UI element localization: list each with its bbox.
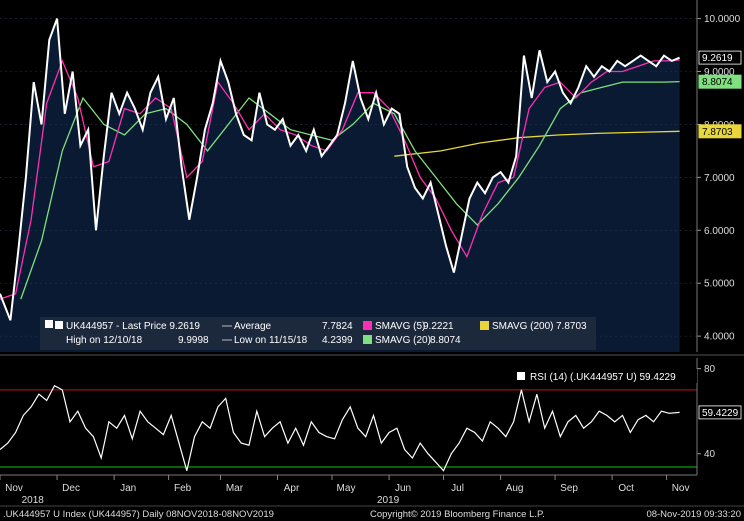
legend-low-value: 4.2399 (322, 335, 353, 346)
price-y-tick-3: 7.0000 (704, 173, 735, 184)
x-year-0: 2018 (22, 495, 45, 506)
price-y-tick-0: 4.0000 (704, 332, 735, 343)
smavg200-tag-text: 7.8703 (702, 127, 733, 138)
rsi-tag-text: 59.4229 (702, 408, 739, 419)
rsi-y-axis: 40 80 (697, 364, 716, 460)
smavg200-legend-swatch (480, 321, 489, 330)
price-gridlines (0, 18, 697, 337)
price-line (0, 18, 680, 321)
x-tick-1: Dec (62, 483, 80, 494)
price-y-tick-1: 5.0000 (704, 279, 735, 290)
x-tick-9: Aug (506, 483, 524, 494)
x-tick-0: Nov (5, 483, 23, 494)
footer-center: Copyright© 2019 Bloomberg Finance L.P. (370, 509, 545, 520)
smavg20-legend-swatch (363, 335, 372, 344)
price-legend-swatch-2 (55, 321, 63, 329)
price-y-tick-6: 10.0000 (704, 14, 741, 25)
x-tick-12: Nov (672, 483, 690, 494)
price-area-fill (0, 18, 680, 352)
smavg5-line (0, 59, 680, 300)
rsi-y-tick-0: 40 (704, 449, 716, 460)
legend-smavg5-value: 9.2221 (423, 321, 454, 332)
x-tick-3: Feb (174, 483, 192, 494)
smavg20-value-tag: 8.8074 (698, 74, 742, 89)
legend-box (40, 317, 596, 350)
rsi-tag-box (698, 405, 742, 420)
x-tick-10: Sep (560, 483, 578, 494)
x-year-1: 2019 (377, 495, 400, 506)
price-legend: UK444957 - Last Price 9.2619 High on 12/… (40, 317, 596, 350)
rsi-legend: RSI (14) (.UK444957 U) 59.4229 (530, 372, 676, 383)
price-value-tag: 9.2619 (698, 50, 742, 65)
x-tick-5: Apr (284, 483, 300, 494)
price-y-tick-5: 9.0000 (704, 67, 735, 78)
smavg200-tag-box (698, 124, 742, 139)
smavg200-value-tag: 7.8703 (698, 124, 742, 139)
x-tick-11: Oct (618, 483, 634, 494)
rsi-panel: 40 80 RSI (14) (.UK444957 U) 59.4229 59.4… (0, 358, 742, 475)
price-legend-swatch (45, 320, 53, 328)
legend-smavg200-value: 7.8703 (556, 321, 587, 332)
legend-smavg20: SMAVG (20) (375, 335, 431, 346)
rsi-legend-box (512, 369, 697, 383)
legend-low: Low on 11/15/18 (234, 335, 308, 346)
x-axis: Nov Dec Jan Feb Mar Apr May Jun Jul Aug Sep Oct Nov2… (0, 475, 690, 506)
x-tick-2: Jan (120, 483, 136, 494)
legend-price: UK444957 - Last Price 9.2619 (66, 321, 200, 332)
legend-smavg5: SMAVG (5) (375, 321, 425, 332)
smavg20-tag-text: 8.8074 (702, 77, 733, 88)
rsi-line (0, 384, 680, 472)
rsi-value-tag: 59.4229 (698, 405, 742, 420)
x-tick-4: Mar (226, 483, 244, 494)
footer-right: 08-Nov-2019 09:33:20 (646, 509, 741, 520)
footer-left: .UK444957 U Index (UK444957) Daily 08NOV… (3, 509, 274, 520)
legend-average: Average (234, 321, 272, 332)
price-tag-box (698, 50, 742, 65)
price-panel: 4.00005.00006.00007.00008.00009.000010.0… (0, 0, 742, 352)
smavg5-legend-swatch (363, 321, 372, 330)
legend-smavg200: SMAVG (200) (492, 321, 554, 332)
legend-high-value: 9.9998 (178, 335, 209, 346)
rsi-y-tick-1: 80 (704, 364, 716, 375)
legend-smavg20-value: 8.8074 (430, 335, 461, 346)
x-tick-8: Jul (451, 483, 464, 494)
price-tag-text: 9.2619 (702, 53, 733, 64)
price-y-tick-2: 6.0000 (704, 226, 735, 237)
smavg200-line (394, 130, 680, 157)
legend-high: High on 12/10/18 (66, 335, 143, 346)
legend-average-value: 7.7824 (322, 321, 353, 332)
smavg20-tag-box (698, 74, 742, 89)
x-tick-6: May (337, 483, 356, 494)
rsi-legend-swatch (517, 372, 525, 380)
x-tick-7: Jun (395, 483, 411, 494)
